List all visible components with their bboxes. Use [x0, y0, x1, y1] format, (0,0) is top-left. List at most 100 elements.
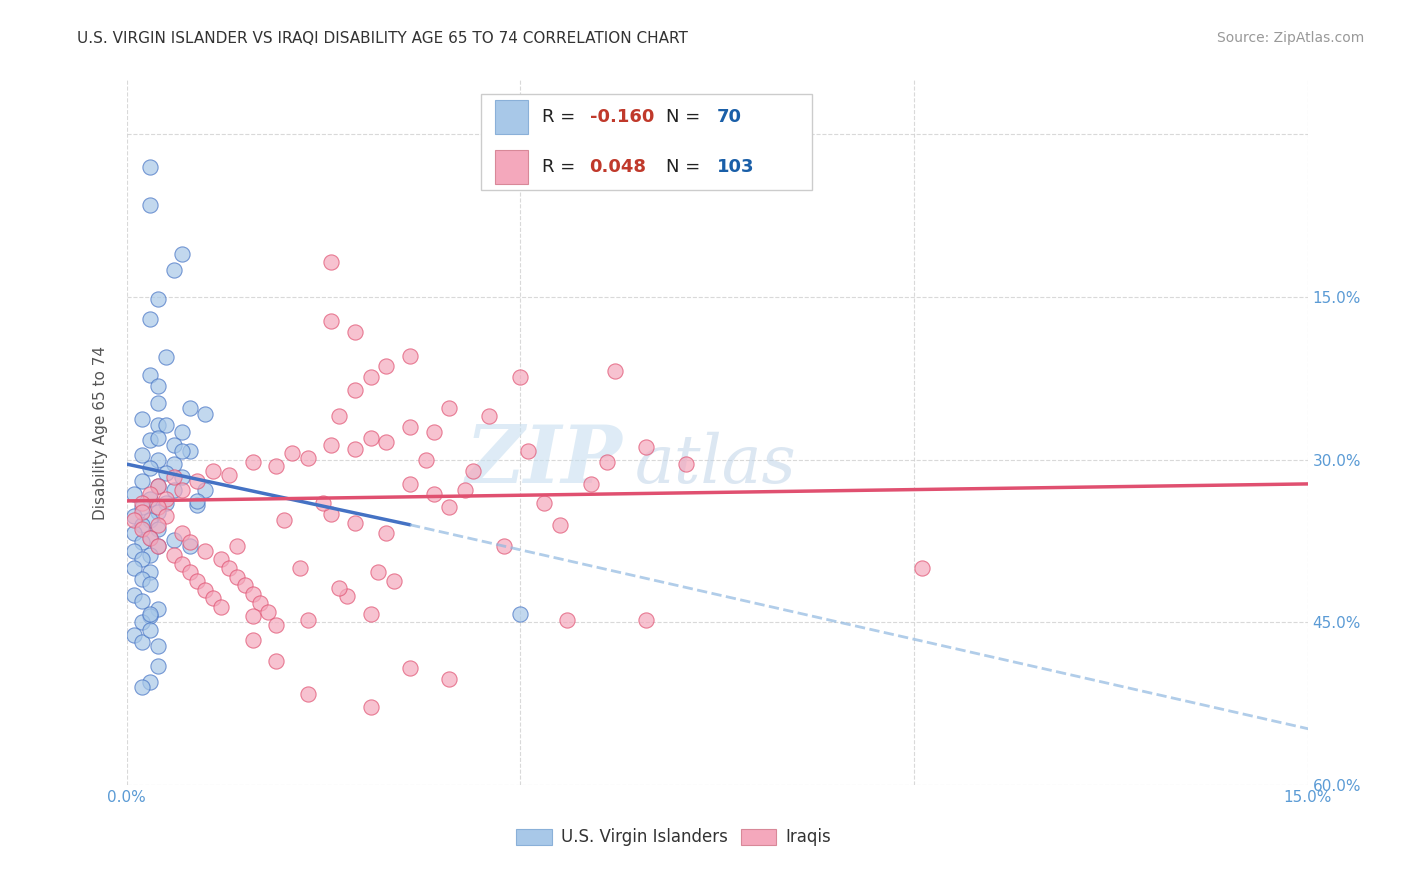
Point: [360, 607, 382, 621]
Point: [179, 401, 201, 415]
Point: [257, 605, 280, 619]
Point: [146, 431, 169, 445]
Point: [579, 476, 602, 491]
Point: [163, 483, 186, 497]
Point: [202, 464, 225, 478]
Point: [124, 509, 146, 524]
Point: [179, 540, 201, 554]
Point: [131, 535, 153, 549]
Point: [422, 425, 444, 439]
Point: [249, 596, 271, 610]
Point: [139, 566, 162, 580]
Point: [139, 160, 162, 174]
Text: 0.048: 0.048: [589, 158, 647, 176]
Point: [603, 364, 626, 378]
Point: [155, 466, 177, 480]
Point: [139, 608, 162, 623]
Text: U.S. VIRGIN ISLANDER VS IRAQI DISABILITY AGE 65 TO 74 CORRELATION CHART: U.S. VIRGIN ISLANDER VS IRAQI DISABILITY…: [77, 31, 688, 46]
Point: [139, 623, 162, 637]
Point: [146, 540, 169, 554]
Point: [194, 543, 217, 558]
Text: -0.160: -0.160: [589, 108, 654, 126]
Point: [399, 476, 422, 491]
Text: U.S. Virgin Islanders: U.S. Virgin Islanders: [561, 828, 728, 847]
Point: [360, 699, 382, 714]
Point: [343, 516, 366, 530]
Point: [139, 607, 162, 621]
Point: [170, 246, 193, 260]
Point: [264, 654, 287, 668]
Point: [146, 479, 169, 493]
Point: [233, 578, 256, 592]
Point: [146, 658, 169, 673]
Point: [131, 615, 153, 630]
Point: [328, 581, 350, 595]
Point: [911, 561, 934, 575]
Point: [155, 417, 177, 432]
Point: [139, 311, 162, 326]
Point: [415, 452, 437, 467]
Point: [146, 522, 169, 536]
Text: ZIP: ZIP: [465, 422, 623, 500]
Point: [225, 540, 247, 554]
Point: [343, 325, 366, 339]
Point: [273, 513, 295, 527]
Point: [131, 517, 153, 532]
Point: [242, 455, 264, 469]
Point: [321, 255, 343, 269]
Point: [139, 368, 162, 383]
Point: [439, 672, 461, 686]
Point: [375, 435, 398, 450]
Point: [146, 517, 169, 532]
Point: [557, 613, 579, 627]
Point: [146, 293, 169, 307]
Text: 70: 70: [717, 108, 742, 126]
FancyBboxPatch shape: [495, 150, 529, 184]
Point: [124, 543, 146, 558]
Point: [131, 496, 153, 510]
Point: [131, 522, 153, 536]
Point: [139, 531, 162, 545]
Point: [478, 409, 501, 424]
Point: [209, 600, 232, 615]
Point: [382, 574, 405, 589]
Point: [264, 459, 287, 474]
Point: [146, 417, 169, 432]
Point: [225, 570, 247, 584]
Point: [186, 574, 208, 589]
Point: [494, 540, 516, 554]
Point: [360, 431, 382, 445]
Point: [131, 681, 153, 695]
Point: [146, 505, 169, 519]
Text: R =: R =: [543, 108, 575, 126]
Point: [194, 582, 217, 597]
Point: [170, 526, 193, 541]
Point: [170, 470, 193, 484]
Point: [146, 479, 169, 493]
Point: [336, 590, 359, 604]
Point: [399, 349, 422, 363]
Point: [297, 613, 319, 627]
Point: [163, 457, 186, 471]
Text: Source: ZipAtlas.com: Source: ZipAtlas.com: [1216, 31, 1364, 45]
Point: [131, 572, 153, 586]
FancyBboxPatch shape: [741, 830, 776, 845]
Point: [139, 461, 162, 475]
Point: [517, 444, 540, 458]
Point: [124, 628, 146, 642]
Point: [139, 513, 162, 527]
FancyBboxPatch shape: [495, 100, 529, 134]
Point: [124, 561, 146, 575]
Point: [218, 561, 240, 575]
Point: [533, 496, 555, 510]
Point: [297, 450, 319, 465]
Point: [439, 401, 461, 415]
Text: atlas: atlas: [634, 432, 796, 497]
Point: [186, 498, 208, 512]
Point: [375, 526, 398, 541]
Point: [146, 500, 169, 515]
Point: [131, 500, 153, 515]
Point: [179, 566, 201, 580]
Point: [218, 467, 240, 482]
Point: [422, 487, 444, 501]
